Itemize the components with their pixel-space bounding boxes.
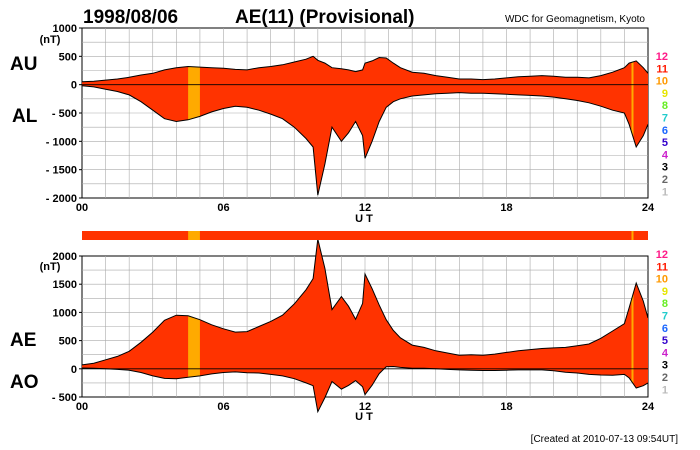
x-tick-label: 06 [217, 202, 229, 214]
y-tick-label: - 2000 [46, 193, 77, 205]
scale-label: 6 [662, 125, 668, 137]
scale-label: 9 [662, 286, 668, 298]
y-tick-label: 500 [59, 51, 77, 63]
scale-label: 10 [656, 274, 668, 286]
y-tick-label: 0 [71, 364, 77, 376]
series-line-ae [81, 238, 649, 366]
scale-label: 6 [662, 323, 668, 335]
scale-label: 10 [656, 76, 668, 88]
x-tick-label: 00 [76, 202, 88, 214]
x-tick-label: 24 [642, 202, 655, 214]
x-tick-label: 00 [76, 401, 88, 413]
scale-label: 3 [662, 360, 668, 372]
series-line-al [81, 85, 649, 196]
y-unit-label-2: (nT) [40, 261, 61, 273]
y-unit-label: (nT) [40, 34, 61, 46]
y-tick-label: 1500 [53, 279, 77, 291]
scale-label: 8 [662, 100, 668, 112]
x-tick-label: 18 [500, 202, 512, 214]
scale-label: 2 [662, 372, 668, 384]
y-tick-label: 0 [71, 80, 77, 92]
envelope-area [82, 56, 648, 196]
plot-title: AE(11) (Provisional) [235, 7, 415, 28]
y-tick-label: - 500 [52, 108, 77, 120]
scale-label: 12 [656, 249, 668, 261]
highlight-band [631, 256, 634, 397]
station-strip [82, 231, 648, 240]
strip-highlight [188, 231, 200, 240]
date-label: 1998/08/06 [83, 7, 178, 28]
highlight-band [631, 56, 634, 196]
y-tick-label: 1000 [53, 23, 77, 35]
scale-label: 4 [662, 347, 669, 359]
scale-label: 1 [662, 384, 668, 396]
scale-label: 1 [662, 186, 668, 198]
scale-label: 11 [656, 63, 668, 75]
y-tick-label: 1000 [53, 307, 77, 319]
scale-label: 2 [662, 174, 668, 186]
scale-label: 5 [662, 335, 668, 347]
y-tick-label: - 1000 [46, 136, 77, 148]
x-tick-label: 06 [217, 401, 229, 413]
scale-label: 3 [662, 162, 668, 174]
upper-series-label-2: AE [10, 330, 36, 351]
y-tick-label: 500 [59, 336, 77, 348]
highlight-band [188, 256, 200, 397]
scale-label: 11 [656, 261, 668, 273]
x-tick-label: 12 [359, 202, 371, 214]
lower-series-label-2: AO [10, 372, 39, 393]
scale-label: 7 [662, 113, 668, 125]
x-axis-title: U T [355, 213, 373, 225]
strip-highlight [631, 231, 634, 240]
scale-label: 7 [662, 311, 668, 323]
scale-label: 8 [662, 298, 668, 310]
scale-label: 4 [662, 149, 669, 161]
scale-label: 5 [662, 137, 668, 149]
series-line-au [81, 55, 649, 83]
x-tick-label: 24 [642, 401, 655, 413]
x-axis-title-2: U T [355, 411, 373, 423]
created-timestamp: [Created at 2010-07-13 09:54UT] [531, 434, 679, 445]
y-tick-label: 2000 [53, 251, 77, 263]
x-tick-label: 18 [500, 401, 512, 413]
strip-bar [82, 231, 648, 240]
lower-series-label: AL [12, 106, 38, 127]
scale-label: 12 [656, 51, 668, 63]
y-tick-label: - 500 [52, 392, 77, 404]
x-tick-label: 12 [359, 401, 371, 413]
upper-series-label: AU [10, 54, 37, 75]
y-tick-label: - 1500 [46, 165, 77, 177]
series-line-ao [81, 365, 649, 414]
scale-label: 9 [662, 88, 668, 100]
source-label: WDC for Geomagnetism, Kyoto [505, 14, 645, 25]
